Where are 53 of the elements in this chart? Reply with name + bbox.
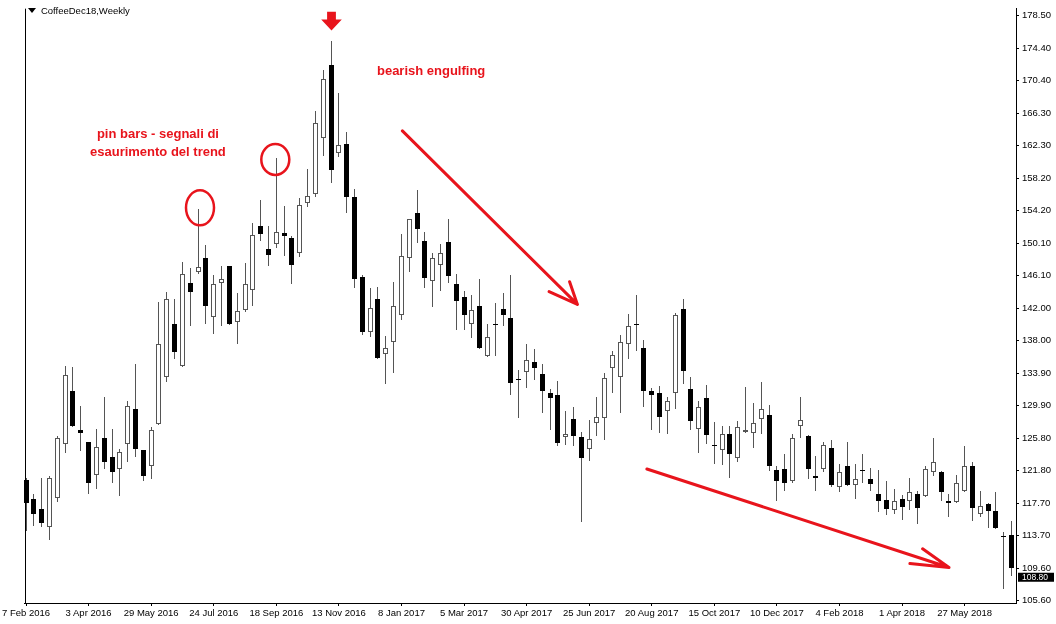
x-tick-label: 27 May 2018 bbox=[937, 607, 993, 619]
y-tick-label: 121.80 bbox=[1022, 464, 1052, 476]
y-tick-label: 129.90 bbox=[1022, 399, 1052, 411]
y-tick-label: 125.80 bbox=[1022, 431, 1052, 443]
annotation: pin bars - segnali di esaurimento del trend bbox=[90, 126, 226, 160]
x-tick-label: 20 Aug 2017 bbox=[625, 607, 679, 619]
candlestick bbox=[649, 388, 654, 430]
y-tick-label: 146.10 bbox=[1022, 268, 1052, 280]
x-tick-label: 18 Sep 2016 bbox=[249, 607, 304, 619]
y-tick-label: 109.60 bbox=[1022, 562, 1052, 574]
y-tick-label: 162.30 bbox=[1022, 138, 1052, 150]
y-tick-label: 178.50 bbox=[1022, 8, 1052, 20]
x-tick-label: 13 Nov 2016 bbox=[311, 607, 366, 619]
candlestick bbox=[282, 206, 287, 256]
y-tick-label: 158.20 bbox=[1022, 171, 1052, 183]
candlestick bbox=[78, 406, 83, 451]
y-tick-label: 170.40 bbox=[1022, 73, 1052, 85]
candlestick bbox=[743, 387, 748, 433]
x-tick-label: 4 Feb 2018 bbox=[815, 607, 864, 619]
x-tick-label: 8 Jan 2017 bbox=[377, 607, 425, 619]
y-tick-label: 150.10 bbox=[1022, 236, 1052, 248]
x-tick-label: 25 Jun 2017 bbox=[563, 607, 616, 619]
x-tick-label: 24 Jul 2016 bbox=[189, 607, 239, 619]
chart-title: CoffeeDec18,Weekly bbox=[40, 4, 131, 16]
candlestick bbox=[493, 303, 498, 356]
candlestick bbox=[516, 370, 521, 418]
candlestick bbox=[1001, 532, 1006, 589]
candlestick bbox=[813, 456, 818, 491]
annotation: bearish engulfing bbox=[376, 63, 486, 79]
y-tick-label: 166.30 bbox=[1022, 106, 1052, 118]
y-tick-label: 117.70 bbox=[1022, 497, 1051, 509]
x-tick-label: 10 Dec 2017 bbox=[749, 607, 804, 619]
y-tick-label: 113.70 bbox=[1022, 529, 1051, 541]
x-tick-label: 3 Apr 2016 bbox=[65, 607, 112, 619]
x-tick-label: 30 Apr 2017 bbox=[500, 607, 553, 619]
text: 108.80 bbox=[1022, 571, 1049, 582]
candlestick bbox=[946, 494, 951, 517]
candlestick bbox=[860, 454, 865, 483]
x-tick-label: 7 Feb 2016 bbox=[2, 607, 51, 619]
x-tick-label: 29 May 2016 bbox=[123, 607, 179, 619]
y-tick-label: 105.60 bbox=[1022, 594, 1052, 606]
y-tick-label: 154.20 bbox=[1022, 203, 1052, 215]
y-tick-label: 142.00 bbox=[1022, 301, 1052, 313]
x-tick-label: 15 Oct 2017 bbox=[688, 607, 741, 619]
y-tick-label: 138.00 bbox=[1022, 334, 1052, 346]
candlestick bbox=[219, 266, 224, 326]
x-tick-label: 5 Mar 2017 bbox=[440, 607, 489, 619]
candlestick bbox=[634, 295, 639, 351]
y-tick-label: 133.90 bbox=[1022, 366, 1052, 378]
candlestick bbox=[712, 422, 717, 464]
x-tick-label: 1 Apr 2018 bbox=[879, 607, 926, 619]
candlestick bbox=[563, 411, 568, 445]
y-tick-label: 174.40 bbox=[1022, 41, 1052, 53]
